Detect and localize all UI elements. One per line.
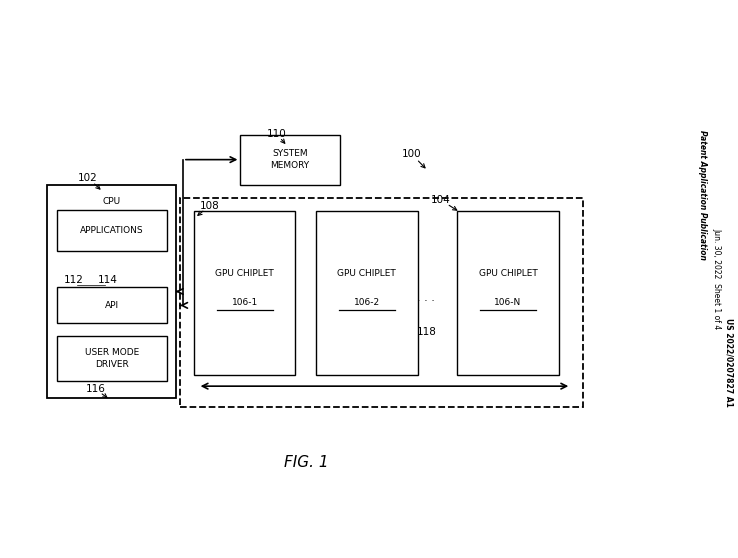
Text: APPLICATIONS: APPLICATIONS bbox=[80, 226, 143, 235]
Bar bbox=[47, 185, 176, 398]
Text: 106-N: 106-N bbox=[494, 299, 522, 307]
Bar bbox=[458, 211, 559, 375]
Text: USER MODE
DRIVER: USER MODE DRIVER bbox=[85, 348, 139, 369]
Text: US 2022/0207827 A1: US 2022/0207827 A1 bbox=[725, 318, 734, 407]
Bar bbox=[57, 336, 167, 381]
Text: Jun. 30, 2022  Sheet 1 of 4: Jun. 30, 2022 Sheet 1 of 4 bbox=[713, 228, 722, 330]
Text: 108: 108 bbox=[199, 201, 219, 211]
Text: FIG. 1: FIG. 1 bbox=[284, 455, 329, 470]
Text: 110: 110 bbox=[266, 128, 286, 138]
Bar bbox=[180, 199, 583, 407]
Bar bbox=[57, 210, 167, 251]
Text: CPU: CPU bbox=[103, 197, 120, 206]
Text: GPU CHIPLET: GPU CHIPLET bbox=[337, 269, 396, 278]
Text: 114: 114 bbox=[97, 275, 117, 285]
Text: SYSTEM
MEMORY: SYSTEM MEMORY bbox=[270, 149, 309, 170]
Bar bbox=[57, 287, 167, 324]
Text: Patent Application Publication: Patent Application Publication bbox=[698, 131, 707, 260]
Bar bbox=[316, 211, 418, 375]
Text: 106-2: 106-2 bbox=[354, 299, 380, 307]
Text: GPU CHIPLET: GPU CHIPLET bbox=[215, 269, 274, 278]
Bar bbox=[241, 134, 339, 185]
Text: 112: 112 bbox=[63, 275, 83, 285]
Text: 100: 100 bbox=[401, 149, 421, 159]
Text: 116: 116 bbox=[86, 384, 106, 394]
Text: 102: 102 bbox=[78, 173, 98, 183]
Text: GPU CHIPLET: GPU CHIPLET bbox=[478, 269, 537, 278]
Text: 106-1: 106-1 bbox=[232, 299, 258, 307]
Text: API: API bbox=[105, 301, 119, 310]
Bar bbox=[194, 211, 295, 375]
Text: 118: 118 bbox=[416, 327, 436, 336]
Text: 104: 104 bbox=[431, 195, 451, 205]
Text: . . .: . . . bbox=[418, 294, 435, 304]
